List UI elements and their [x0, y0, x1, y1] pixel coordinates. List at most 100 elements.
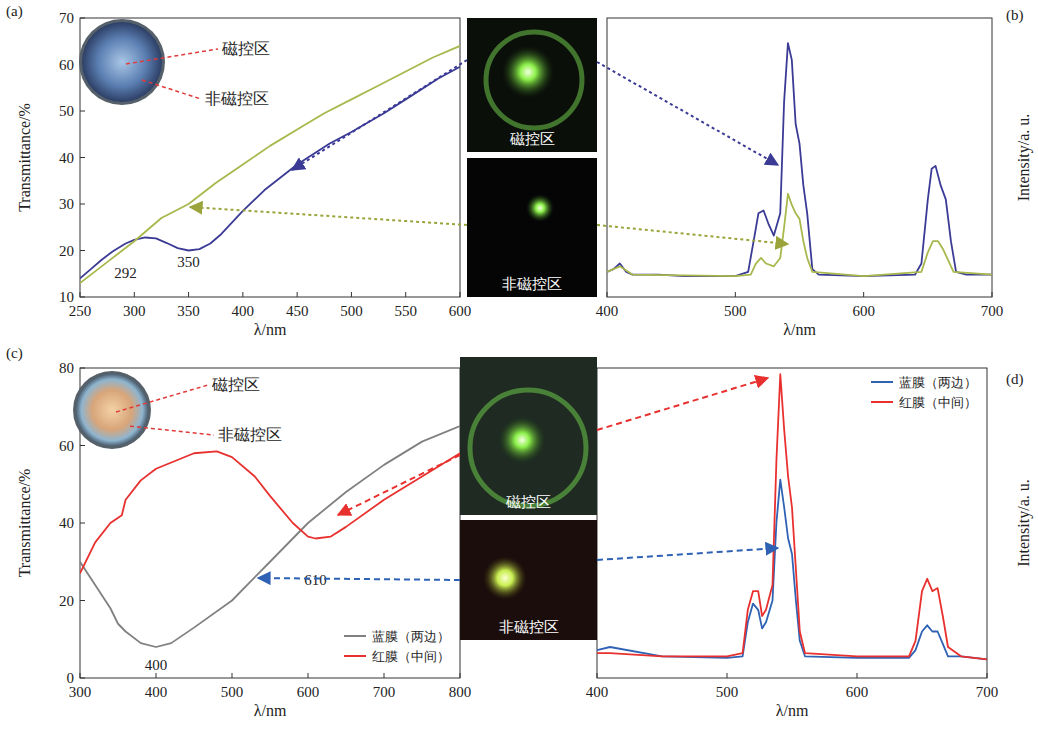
x-tick — [727, 673, 728, 678]
inset-photo: 磁控区非磁控区 — [79, 19, 270, 108]
photo-ring — [470, 390, 586, 506]
x-tick — [156, 673, 157, 678]
inset-rim — [79, 19, 165, 105]
photo: 非磁控区 — [467, 158, 597, 297]
inset-pointer — [116, 385, 208, 412]
legend-swatch — [344, 635, 366, 637]
series-group — [597, 374, 987, 659]
plot-frame — [80, 18, 460, 297]
legend-label: 红膜（中间） — [372, 649, 450, 664]
panel-2: 300400500600700800020406080λ/nmTransmitt… — [6, 345, 471, 719]
x-tick-label: 400 — [596, 303, 619, 319]
inset-pointer — [142, 80, 201, 99]
panel-3: 400500600700λ/nmIntensity/a. u.(d)蓝膜（两边）… — [586, 368, 1033, 719]
y-tick — [80, 250, 85, 251]
inset-film — [82, 22, 162, 102]
x-tick-label: 400 — [145, 684, 168, 700]
pointer-arrow — [338, 455, 460, 515]
x-tick — [232, 673, 233, 678]
legend: 蓝膜（两边）红膜（中间） — [344, 629, 450, 664]
y-tick-label: 60 — [59, 438, 74, 454]
photo: 非磁控区 — [460, 520, 597, 640]
x-tick — [80, 673, 81, 678]
y-tick — [80, 204, 85, 205]
figure: 25030035040045050055060010203040506070λ/… — [0, 0, 1038, 729]
photo-background — [460, 357, 597, 515]
x-tick-label: 600 — [297, 684, 320, 700]
panel-1: 400500600700λ/nmIntensity/a. u.(b) — [596, 7, 1033, 338]
photo-label: 磁控区 — [505, 493, 551, 511]
y-tick-label: 10 — [59, 289, 74, 305]
legend-swatch — [344, 655, 366, 657]
x-tick — [597, 673, 598, 678]
inset-rim — [73, 371, 151, 449]
annotation: 350 — [177, 254, 200, 270]
inset-label: 非磁控区 — [205, 89, 269, 108]
annotation: 610 — [304, 572, 327, 588]
x-tick — [405, 292, 406, 297]
pointer-arrow — [292, 60, 467, 170]
pointer-arrow — [597, 225, 788, 244]
x-tick — [384, 673, 385, 678]
y-tick — [80, 523, 85, 524]
y-tick-label: 20 — [59, 243, 74, 259]
x-tick-label: 500 — [716, 684, 739, 700]
x-tick — [987, 673, 988, 678]
x-tick — [297, 292, 298, 297]
x-tick-label: 600 — [852, 303, 875, 319]
x-tick-label: 450 — [286, 303, 309, 319]
x-tick-label: 700 — [976, 684, 999, 700]
series-line — [80, 451, 460, 573]
x-tick — [308, 673, 309, 678]
x-axis-title: λ/nm — [254, 321, 287, 338]
photo-background — [467, 18, 597, 152]
photo-glow — [526, 194, 554, 222]
pointer-arrow — [258, 578, 460, 580]
photo-glow — [502, 46, 554, 98]
x-tick — [351, 292, 352, 297]
y-tick — [80, 157, 85, 158]
y-axis-title: Intensity/a. u. — [1015, 114, 1033, 202]
x-tick-label: 550 — [394, 303, 417, 319]
y-axis-title: Transmittance/% — [16, 103, 33, 212]
pointer-arrow — [597, 548, 778, 560]
pointer-arrow — [597, 378, 768, 430]
x-tick-label: 400 — [232, 303, 255, 319]
panel-letter: (c) — [6, 345, 23, 362]
inset-pointer — [130, 426, 214, 435]
photo: 磁控区 — [460, 357, 597, 515]
plot-frame — [607, 18, 992, 297]
photo: 磁控区 — [467, 18, 597, 152]
inset-pointer — [126, 49, 218, 64]
x-tick — [188, 292, 189, 297]
photo-glow — [483, 556, 527, 600]
panel-0: 25030035040045050055060010203040506070λ/… — [6, 3, 471, 338]
pointer-arrow — [597, 62, 778, 165]
photo-label: 磁控区 — [509, 130, 555, 148]
inset-label: 磁控区 — [221, 39, 270, 58]
y-tick-label: 30 — [59, 196, 74, 212]
y-tick — [80, 111, 85, 112]
x-tick-label: 300 — [123, 303, 146, 319]
y-tick — [80, 445, 85, 446]
x-tick-label: 500 — [340, 303, 363, 319]
x-tick — [460, 292, 461, 297]
x-tick — [134, 292, 135, 297]
photo-glow — [498, 416, 546, 464]
y-tick-label: 40 — [59, 150, 74, 166]
x-tick-label: 700 — [981, 303, 1004, 319]
series-line — [597, 374, 987, 659]
series-line — [607, 194, 992, 276]
photo-background — [460, 520, 597, 640]
legend-label: 蓝膜（两边） — [899, 375, 977, 390]
x-tick-label: 350 — [177, 303, 200, 319]
series-line — [607, 43, 992, 276]
series-group — [607, 43, 992, 276]
legend-label: 红膜（中间） — [899, 395, 977, 410]
pointer-arrow — [190, 207, 467, 225]
x-tick — [857, 673, 858, 678]
x-tick-label: 400 — [586, 684, 609, 700]
x-tick-label: 600 — [449, 303, 472, 319]
x-axis-title: λ/nm — [776, 702, 809, 719]
plot-frame — [597, 368, 987, 678]
